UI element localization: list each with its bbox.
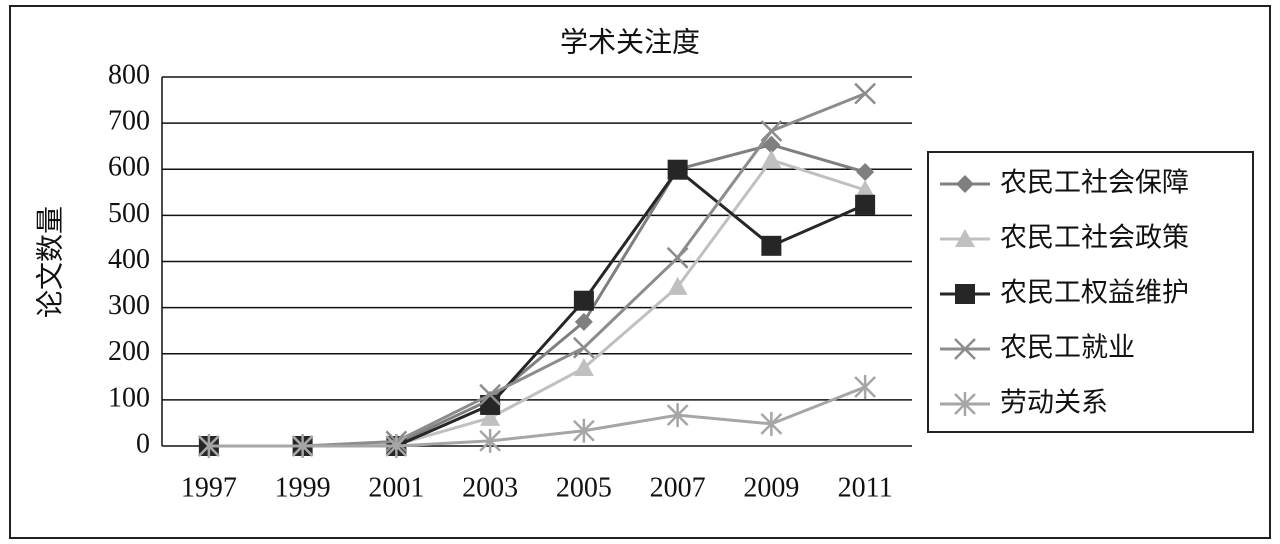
- data-point: [855, 180, 876, 199]
- data-point: [479, 428, 502, 453]
- y-axis-label: 论文数量: [34, 206, 67, 318]
- series-line: [208, 158, 866, 448]
- data-point: [666, 403, 689, 428]
- data-point: [856, 163, 875, 182]
- legend-marker: [954, 392, 976, 416]
- data-point: [480, 407, 501, 426]
- data-point: [385, 434, 408, 458]
- y-tick-label: 800: [108, 59, 150, 90]
- data-point: [760, 120, 783, 142]
- chart-frame: [9, 5, 1271, 539]
- y-tick-label: 400: [108, 244, 150, 275]
- y-tick-label: 300: [108, 290, 150, 321]
- series-line: [208, 143, 866, 448]
- y-tick-label: 200: [108, 336, 150, 367]
- data-point: [667, 276, 688, 295]
- data-point: [479, 383, 502, 406]
- data-point: [761, 235, 782, 256]
- data-point: [666, 246, 689, 269]
- x-tick-label: 1999: [275, 472, 331, 503]
- data-point: [855, 194, 876, 215]
- data-point: [854, 374, 877, 399]
- legend-label: 农民工社会政策: [1000, 223, 1189, 254]
- legend-box: [927, 151, 1254, 433]
- data-point: [197, 434, 220, 458]
- y-tick-label: 0: [136, 428, 150, 459]
- data-point: [572, 336, 595, 359]
- x-tick-label: 2003: [462, 472, 518, 503]
- legend-marker: [955, 284, 975, 304]
- x-tick-label: 2009: [743, 472, 799, 503]
- x-tick-label: 2001: [368, 472, 424, 503]
- legend-label: 农民工就业: [1000, 333, 1135, 364]
- data-point: [667, 159, 688, 180]
- legend-marker: [954, 338, 976, 360]
- legend-marker: [955, 229, 975, 247]
- data-point: [574, 312, 593, 331]
- y-tick-label: 500: [108, 198, 150, 229]
- data-point: [572, 418, 595, 443]
- chart-title: 学术关注度: [560, 26, 700, 59]
- x-tick-label: 2005: [556, 472, 612, 503]
- x-tick-label: 2007: [650, 472, 706, 503]
- legend-label: 农民工社会保障: [1000, 168, 1189, 199]
- legend-marker: [956, 175, 974, 193]
- data-point: [760, 411, 783, 436]
- y-tick-label: 100: [108, 382, 150, 413]
- series-line: [208, 385, 866, 448]
- data-point: [573, 358, 594, 377]
- x-tick-label: 1997: [181, 472, 237, 503]
- data-point: [761, 150, 782, 169]
- legend-label: 劳动关系: [1000, 388, 1108, 419]
- data-point: [573, 290, 594, 311]
- y-tick-label: 700: [108, 106, 150, 137]
- data-point: [291, 434, 314, 458]
- data-point: [854, 82, 877, 105]
- x-tick-label: 2011: [838, 472, 893, 503]
- data-point: [762, 135, 781, 154]
- y-tick-label: 600: [108, 152, 150, 183]
- legend-label: 农民工权益维护: [1000, 278, 1189, 309]
